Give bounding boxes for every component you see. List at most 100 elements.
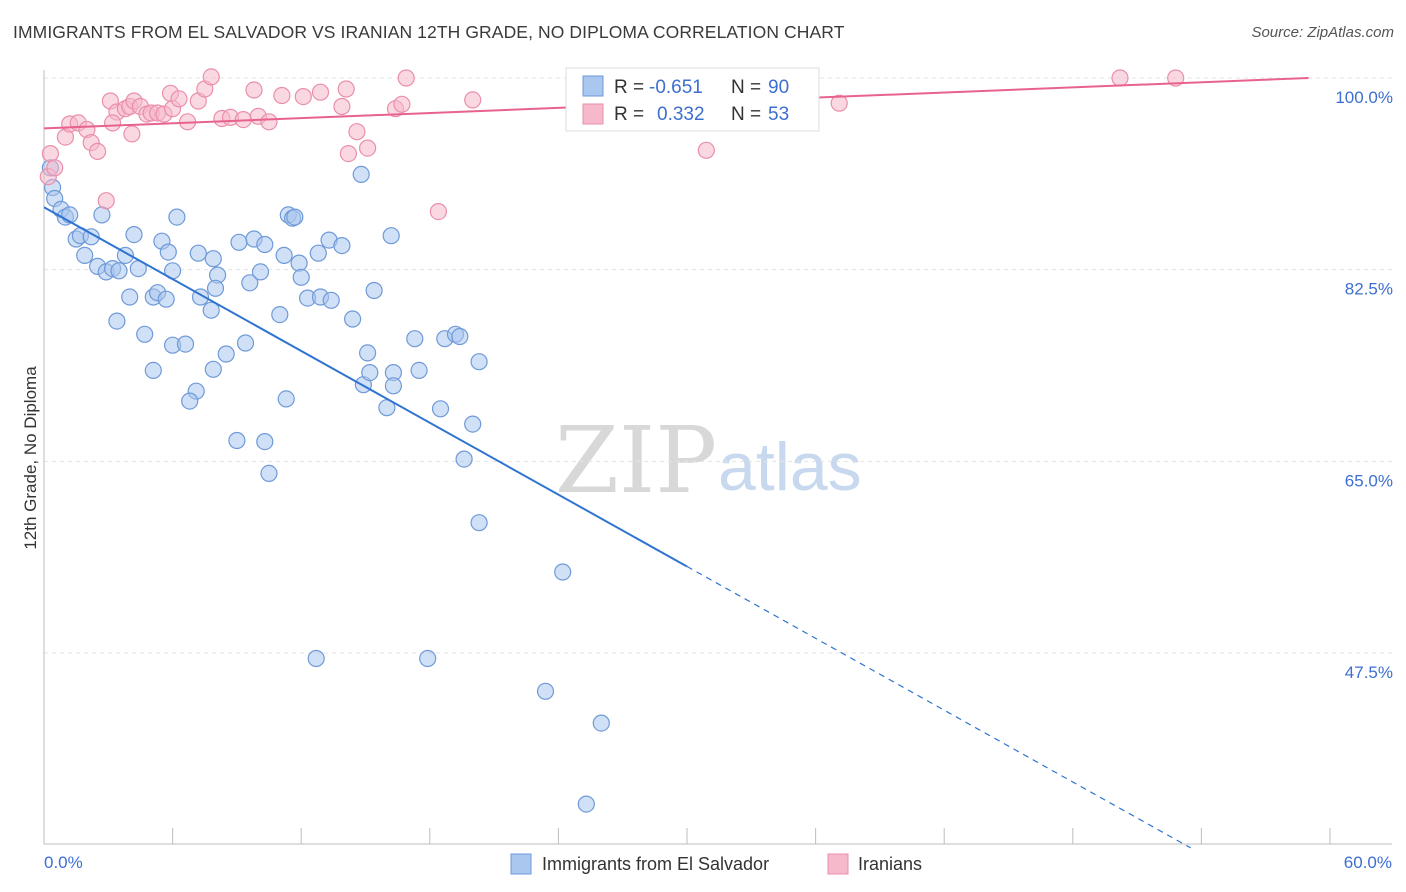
x-tick-label-max: 60.0% <box>1344 853 1392 872</box>
point-iranians <box>333 97 351 116</box>
x-axis-ticks <box>43 828 1331 844</box>
point-el-salvador <box>286 208 304 226</box>
point-el-salvador <box>344 310 362 328</box>
point-el-salvador <box>359 344 377 362</box>
point-el-salvador <box>157 290 175 308</box>
point-el-salvador <box>241 274 259 292</box>
y-tick-label: 65.0% <box>1345 471 1393 490</box>
stats-box: R = -0.651 N = 90 R = 0.332 N = 53 <box>565 67 820 132</box>
point-el-salvador <box>168 208 186 226</box>
watermark-zip: ZIP <box>555 407 717 514</box>
axes <box>43 70 1392 845</box>
point-el-salvador <box>410 361 428 379</box>
point-iranians <box>830 94 848 112</box>
point-iranians <box>337 80 355 98</box>
point-el-salvador <box>365 281 383 300</box>
stats-n-value-pink: 53 <box>768 104 789 125</box>
stats-r-label-pink: R = <box>614 104 644 125</box>
point-el-salvador <box>470 353 488 371</box>
point-el-salvador <box>431 400 450 418</box>
point-el-salvador <box>110 262 128 280</box>
point-iranians <box>88 142 107 160</box>
watermark: ZIP atlas <box>555 407 862 514</box>
point-iranians <box>46 159 64 177</box>
legend-swatch-el-salvador <box>510 853 532 875</box>
stats-n-label-pink: N = <box>731 104 761 125</box>
stats-r-value-pink: 0.332 <box>657 104 705 125</box>
chart-title: IMMIGRANTS FROM EL SALVADOR VS IRANIAN 1… <box>13 22 845 42</box>
point-el-salvador <box>230 233 248 251</box>
y-axis-tick-labels: 100.0% 82.5% 65.0% 47.5% <box>1335 88 1393 682</box>
point-iranians <box>260 113 278 131</box>
point-el-salvador <box>592 714 610 732</box>
point-el-salvador <box>290 254 308 272</box>
point-el-salvador <box>82 228 100 246</box>
point-el-salvador <box>159 243 177 261</box>
stats-r-label-blue: R = <box>614 77 644 98</box>
point-el-salvador <box>271 306 289 324</box>
point-el-salvador <box>384 377 402 395</box>
point-el-salvador <box>406 330 424 348</box>
point-el-salvador <box>181 392 199 410</box>
y-tick-label: 47.5% <box>1345 663 1393 682</box>
point-iranians <box>41 145 60 163</box>
point-el-salvador <box>256 433 274 451</box>
y-axis-label: 12th Grade, No Diploma <box>21 366 40 550</box>
point-el-salvador <box>419 649 437 668</box>
point-iranians <box>97 192 115 210</box>
point-iranians <box>103 114 122 132</box>
point-el-salvador <box>361 364 379 382</box>
legend-swatch-iranians <box>827 853 849 875</box>
point-el-salvador <box>275 246 293 264</box>
point-iranians <box>273 86 291 105</box>
grid-lines <box>44 77 1392 654</box>
point-el-salvador <box>309 244 327 262</box>
point-iranians <box>697 141 715 159</box>
legend-label-iranians: Iranians <box>858 854 922 874</box>
point-el-salvador <box>352 165 370 183</box>
point-el-salvador <box>470 514 488 532</box>
point-el-salvador <box>206 279 225 297</box>
point-el-salvador <box>204 250 222 268</box>
stats-swatch-blue <box>582 75 604 97</box>
point-el-salvador <box>554 563 572 581</box>
point-el-salvador <box>577 795 595 813</box>
point-el-salvador <box>536 682 555 700</box>
point-el-salvador <box>451 327 469 346</box>
stats-box-frame <box>565 67 820 132</box>
stats-n-label-blue: N = <box>731 77 761 98</box>
trend-line-el-salvador <box>43 206 688 568</box>
point-el-salvador <box>251 263 270 281</box>
point-iranians <box>294 87 312 106</box>
data-points <box>39 68 1185 813</box>
chart-source: Source: ZipAtlas.com <box>1251 24 1394 41</box>
point-el-salvador <box>176 335 195 353</box>
stats-swatch-pink <box>582 103 604 125</box>
point-el-salvador <box>217 345 235 363</box>
point-el-salvador <box>204 360 222 378</box>
point-el-salvador <box>277 390 295 408</box>
point-iranians <box>393 95 411 113</box>
point-el-salvador <box>292 268 310 286</box>
legend: Immigrants from El Salvador Iranians <box>510 853 922 875</box>
point-el-salvador <box>464 415 482 433</box>
point-iranians <box>429 203 447 221</box>
point-iranians <box>1167 69 1185 87</box>
point-el-salvador <box>333 237 351 255</box>
point-iranians <box>311 83 330 101</box>
y-tick-label: 82.5% <box>1345 280 1393 299</box>
legend-label-el-salvador: Immigrants from El Salvador <box>542 854 769 874</box>
point-el-salvador <box>382 227 400 245</box>
watermark-atlas: atlas <box>718 429 862 505</box>
stats-n-value-blue: 90 <box>768 77 789 98</box>
point-iranians <box>464 91 482 109</box>
point-iranians <box>1111 69 1129 87</box>
point-iranians <box>348 123 366 141</box>
point-el-salvador <box>108 312 126 330</box>
point-el-salvador <box>256 235 274 254</box>
point-el-salvador <box>121 288 139 306</box>
point-iranians <box>359 139 377 157</box>
point-el-salvador <box>260 464 278 482</box>
point-iranians <box>123 125 141 143</box>
